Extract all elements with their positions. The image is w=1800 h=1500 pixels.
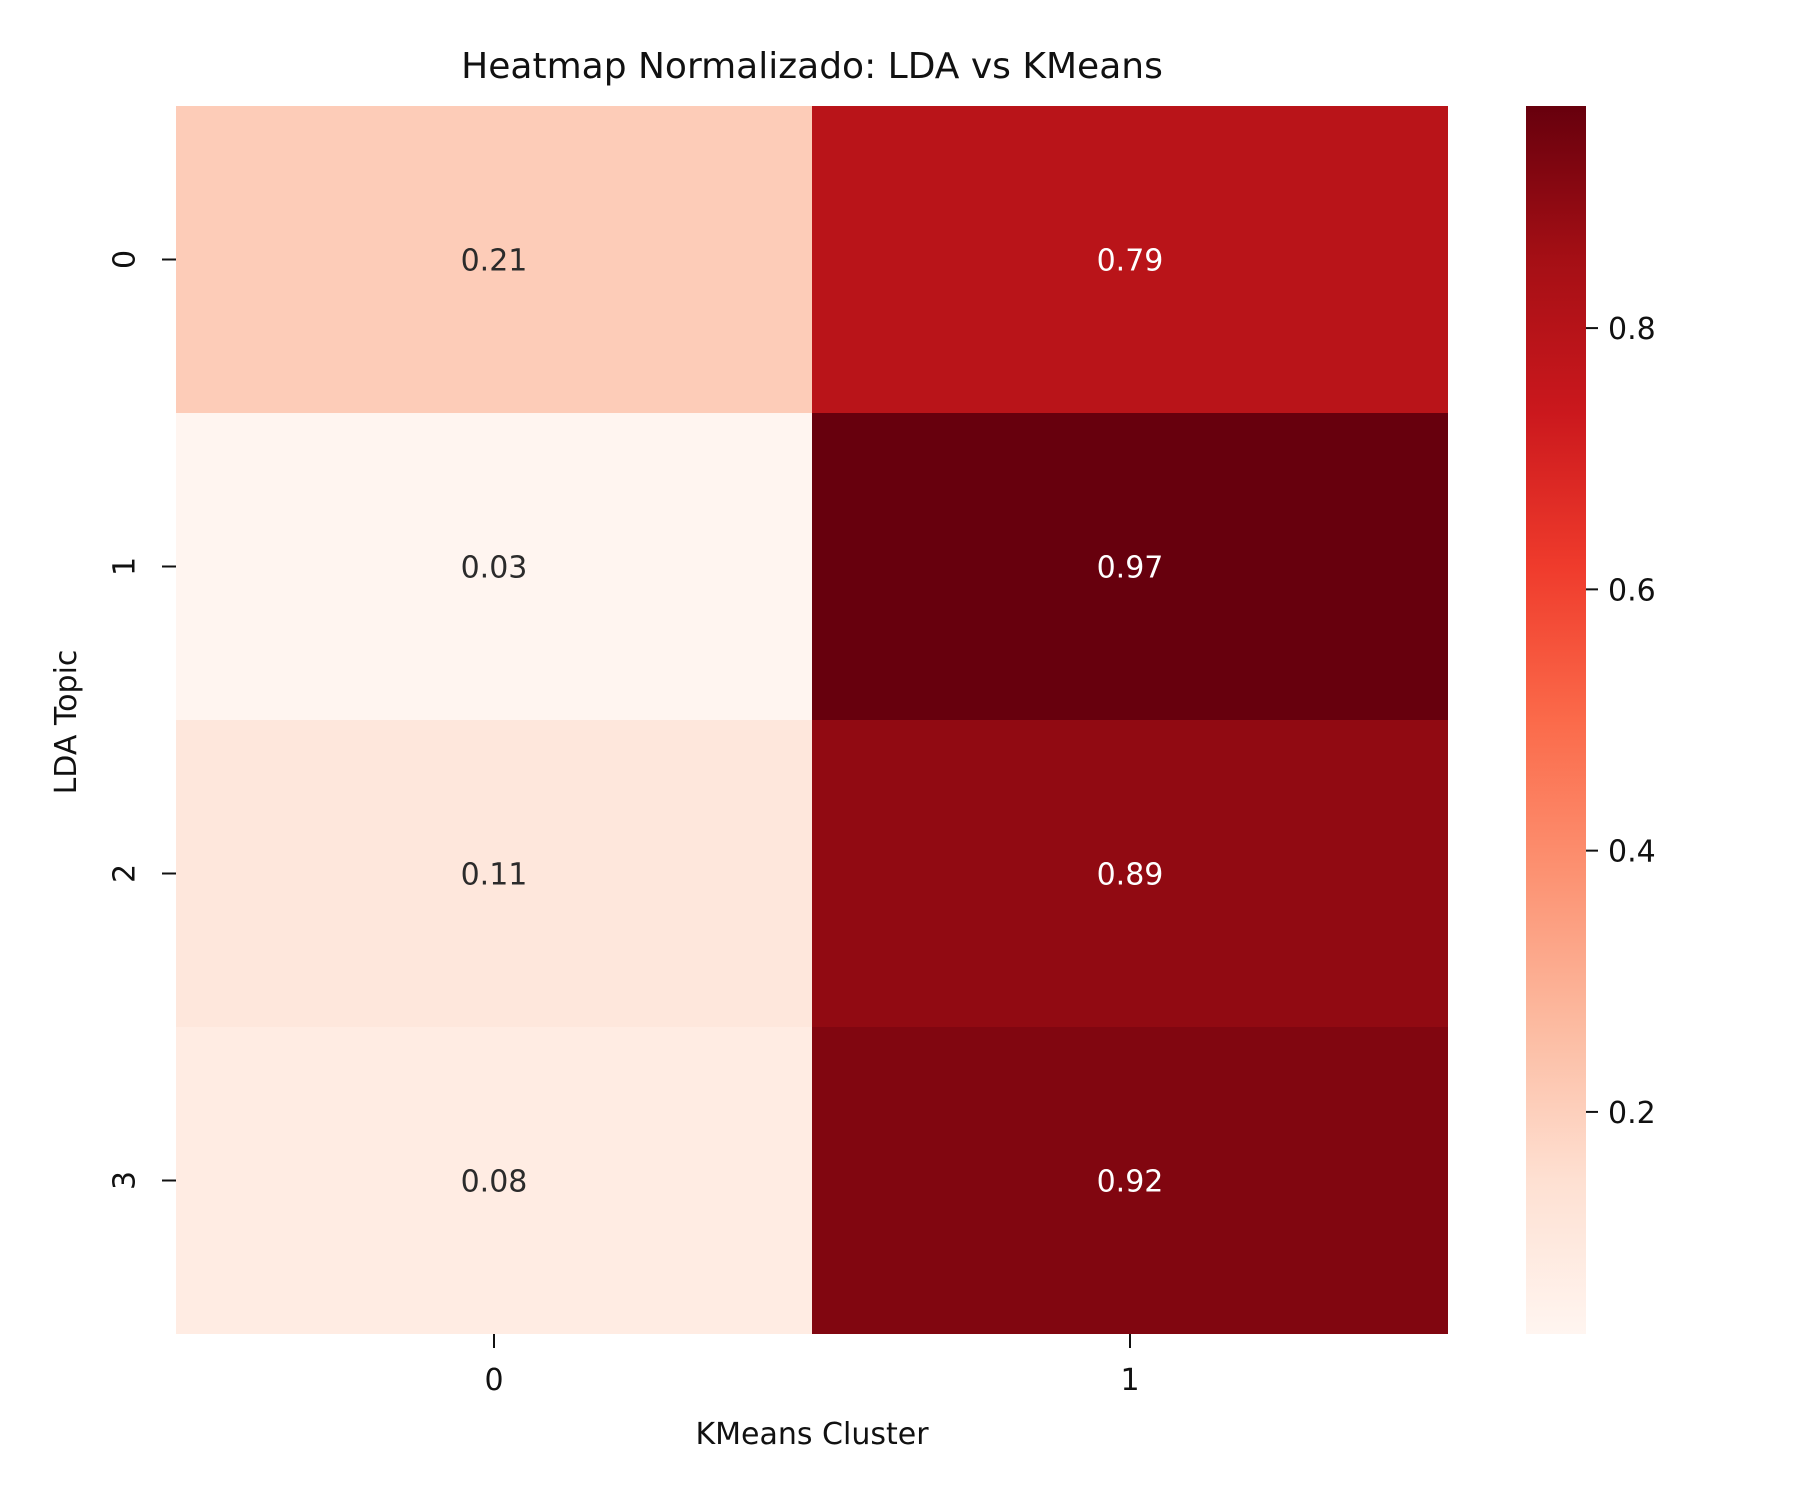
heatmap-cell-r3-c1 <box>812 1027 1448 1334</box>
x-tick-label-1: 1 <box>1120 1363 1139 1398</box>
colorbar-tick-label-0: 0.2 <box>1608 1096 1656 1131</box>
y-tick-label-2: 2 <box>108 864 143 883</box>
y-tick-label-0: 0 <box>108 250 143 269</box>
heatmap-cell-r2-c0 <box>176 720 812 1027</box>
heatmap-cell-label-r0-c0: 0.21 <box>461 244 528 279</box>
heatmap-cell-label-r3-c0: 0.08 <box>461 1165 528 1200</box>
colorbar-tick-label-3: 0.8 <box>1608 312 1656 347</box>
heatmap-cell-label-r1-c0: 0.03 <box>461 551 528 586</box>
y-tick-label-1: 1 <box>108 557 143 576</box>
heatmap-cells: 0.21 0.79 0.03 0.97 0.11 0.89 0.08 0.92 <box>176 106 1448 1334</box>
heatmap-cell-label-r0-c1: 0.79 <box>1097 244 1164 279</box>
chart-title: Heatmap Normalizado: LDA vs KMeans <box>461 46 1163 87</box>
x-axis-label: KMeans Cluster <box>695 1417 929 1452</box>
heatmap-cell-r0-c1 <box>812 106 1448 413</box>
y-tick-label-3: 3 <box>108 1171 143 1190</box>
heatmap-cell-r2-c1 <box>812 720 1448 1027</box>
y-axis-ticks: 0 1 2 3 <box>108 250 176 1190</box>
heatmap-cell-r0-c0 <box>176 106 812 413</box>
heatmap-cell-r1-c0 <box>176 413 812 720</box>
colorbar-tick-label-2: 0.6 <box>1608 573 1656 608</box>
colorbar-tick-label-1: 0.4 <box>1608 835 1656 870</box>
heatmap-cell-label-r1-c1: 0.97 <box>1097 551 1164 586</box>
colorbar <box>1526 106 1586 1334</box>
heatmap-cell-label-r3-c1: 0.92 <box>1097 1165 1164 1200</box>
heatmap-cell-r3-c0 <box>176 1027 812 1334</box>
heatmap-cell-label-r2-c1: 0.89 <box>1097 858 1164 893</box>
colorbar-ticks: 0.2 0.4 0.6 0.8 <box>1586 312 1656 1131</box>
y-axis-label: LDA Topic <box>49 650 84 795</box>
heatmap-cell-r1-c1 <box>812 413 1448 720</box>
x-tick-label-0: 0 <box>484 1363 503 1398</box>
heatmap-cell-label-r2-c0: 0.11 <box>461 858 528 893</box>
